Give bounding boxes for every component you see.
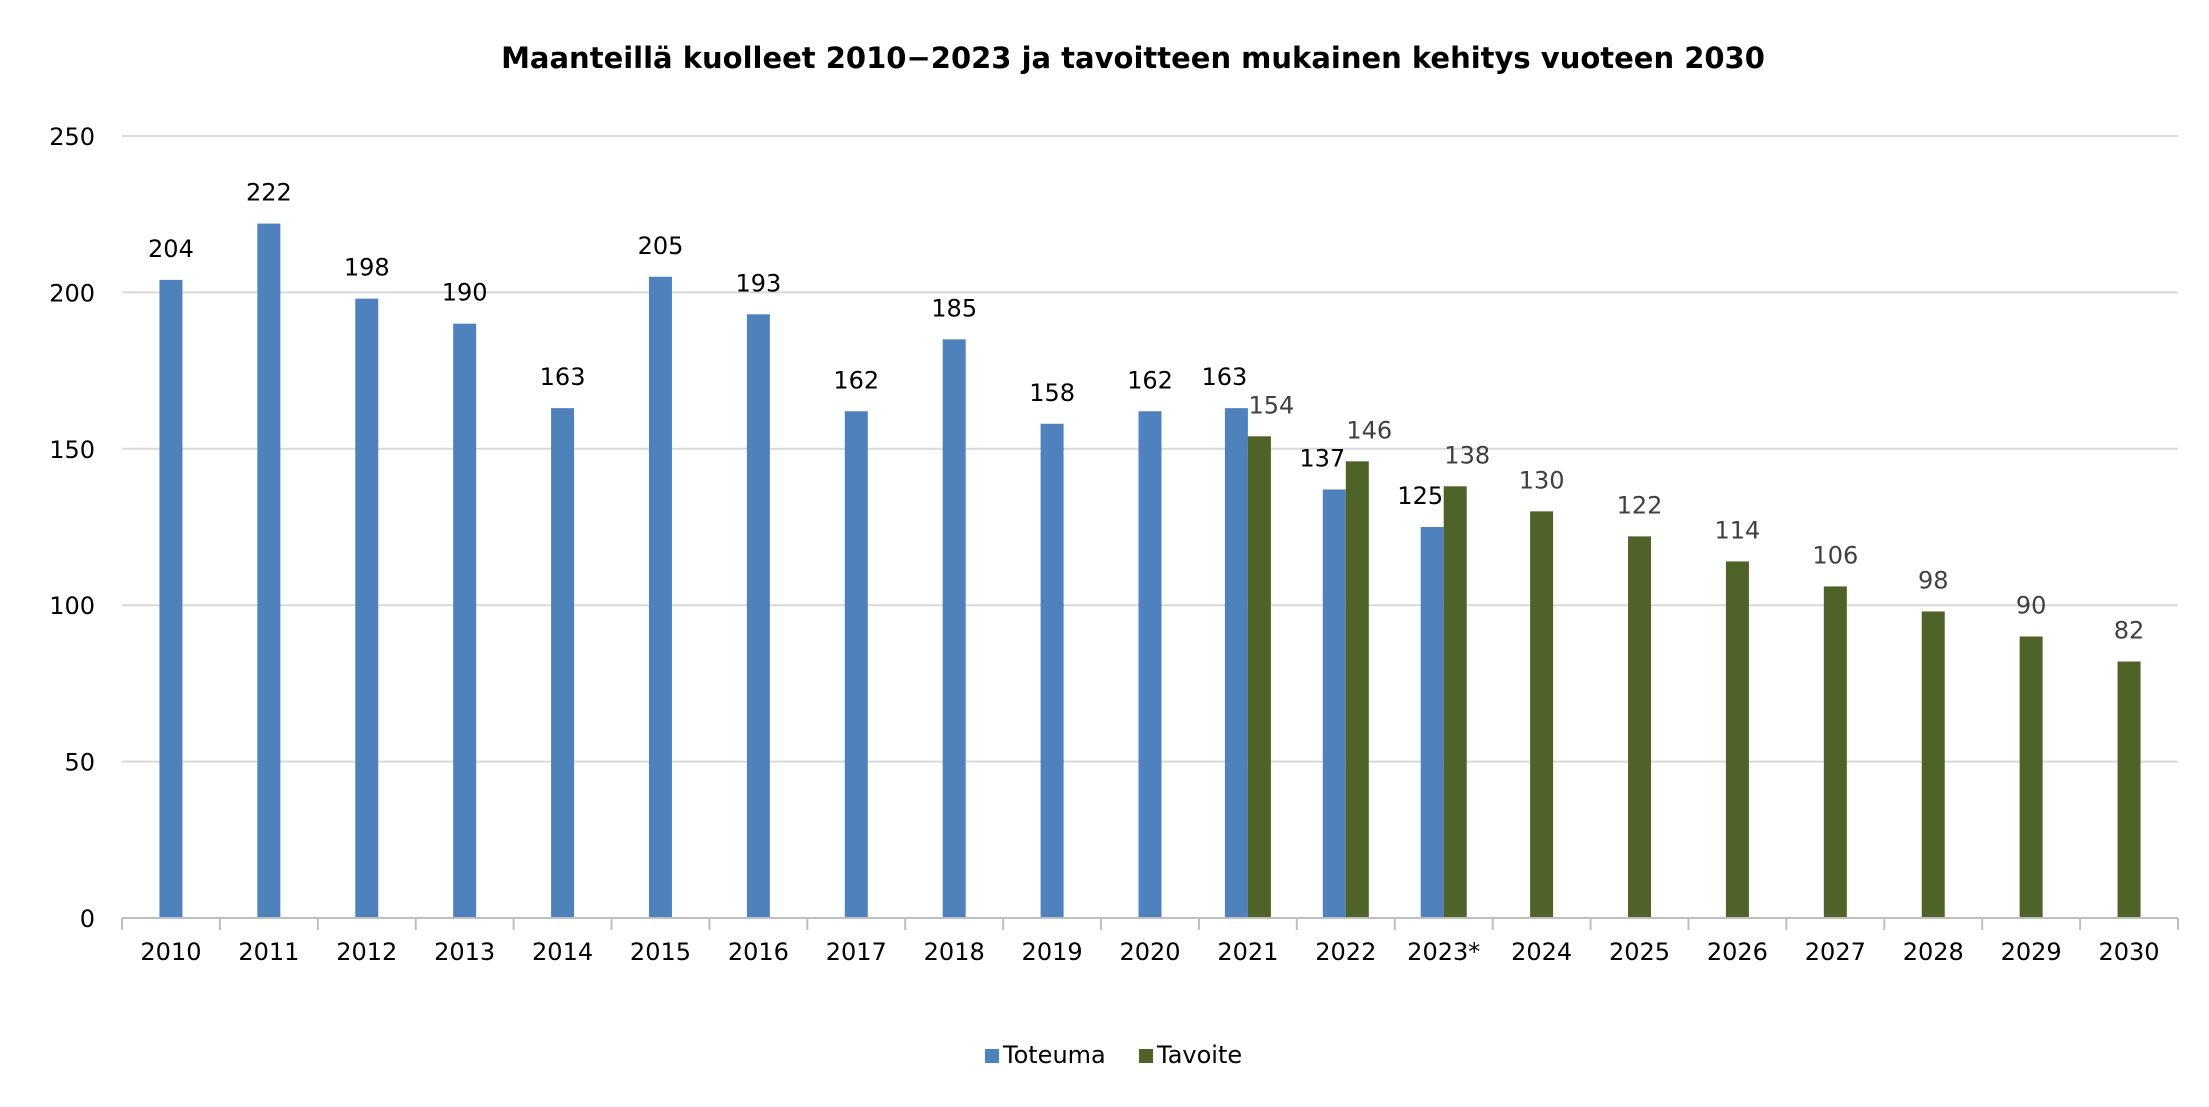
bar-toteuma <box>746 314 770 918</box>
x-tick-label: 2016 <box>728 938 789 966</box>
data-label-toteuma: 222 <box>246 179 292 207</box>
y-tick-label: 100 <box>49 592 95 620</box>
bar-toteuma <box>1224 408 1248 918</box>
data-label-tavoite: 98 <box>1918 566 1949 594</box>
bar-tavoite <box>1725 561 1749 918</box>
y-tick-label: 200 <box>49 279 95 307</box>
data-label-tavoite: 122 <box>1617 491 1663 519</box>
data-label-tavoite: 146 <box>1346 416 1392 444</box>
x-tick-label: 2028 <box>1903 938 1964 966</box>
x-tick-label: 2021 <box>1217 938 1278 966</box>
x-tick-label: 2029 <box>2001 938 2062 966</box>
bar-tavoite <box>1345 461 1369 918</box>
x-tick-label: 2026 <box>1707 938 1768 966</box>
x-tick-label: 2022 <box>1315 938 1376 966</box>
y-tick-label: 0 <box>80 905 95 933</box>
x-tick-label: 2013 <box>434 938 495 966</box>
bar-tavoite <box>1628 536 1652 918</box>
data-label-toteuma: 163 <box>1201 363 1247 391</box>
bar-toteuma <box>942 339 966 918</box>
bar-toteuma <box>1322 489 1346 918</box>
bar-toteuma <box>844 411 868 918</box>
bar-toteuma <box>453 323 477 918</box>
bar-toteuma <box>648 276 672 918</box>
bar-toteuma <box>1138 411 1162 918</box>
bar-tavoite <box>1247 436 1271 918</box>
x-tick-label: 2024 <box>1511 938 1572 966</box>
bar-toteuma <box>257 223 281 919</box>
y-tick-label: 250 <box>49 123 95 151</box>
data-label-toteuma: 198 <box>344 254 390 282</box>
x-tick-label: 2015 <box>630 938 691 966</box>
chart-title: Maanteillä kuolleet 2010−2023 ja tavoitt… <box>501 41 1765 75</box>
bars <box>159 223 2141 919</box>
x-tick-label: 2018 <box>924 938 985 966</box>
data-label-toteuma: 193 <box>735 269 781 297</box>
data-label-tavoite: 154 <box>1248 391 1294 419</box>
bar-tavoite <box>1823 586 1847 918</box>
x-tick-label: 2017 <box>826 938 887 966</box>
data-label-toteuma: 162 <box>833 366 879 394</box>
x-tick-label: 2030 <box>2099 938 2160 966</box>
legend-label: Toteuma <box>1002 1041 1106 1069</box>
x-tick-label: 2023* <box>1407 938 1480 966</box>
x-tick-label: 2012 <box>336 938 397 966</box>
bar-toteuma <box>1420 527 1444 918</box>
data-label-tavoite: 82 <box>2114 617 2145 645</box>
legend-swatch <box>1139 1049 1153 1063</box>
x-tick-label: 2020 <box>1119 938 1180 966</box>
data-label-toteuma: 125 <box>1397 482 1443 510</box>
x-tick-label: 2010 <box>140 938 201 966</box>
bar-tavoite <box>2019 636 2043 918</box>
data-label-toteuma: 162 <box>1127 366 1173 394</box>
data-label-toteuma: 158 <box>1029 379 1075 407</box>
data-label-toteuma: 137 <box>1299 444 1345 472</box>
data-label-tavoite: 90 <box>2016 591 2047 619</box>
data-label-tavoite: 130 <box>1519 466 1565 494</box>
x-tick-label: 2025 <box>1609 938 1670 966</box>
data-label-tavoite: 106 <box>1812 541 1858 569</box>
x-tick-label: 2014 <box>532 938 593 966</box>
y-tick-label: 150 <box>49 436 95 464</box>
legend: Toteuma Tavoite <box>985 1041 1242 1069</box>
data-label-toteuma: 204 <box>148 235 194 263</box>
legend-label: Tavoite <box>1156 1041 1242 1069</box>
data-label-toteuma: 163 <box>540 363 586 391</box>
legend-swatch <box>985 1049 999 1063</box>
x-axis: 2010 2011 2012 2013 2014 2015 2016 2017 2018 2019… <box>121 917 2179 966</box>
y-axis-ticks: 0 50 100 150 200 250 <box>49 123 95 933</box>
bar-toteuma <box>355 298 379 918</box>
bar-toteuma <box>1040 423 1064 918</box>
bar-tavoite <box>1921 611 1945 918</box>
bar-toteuma <box>551 408 575 918</box>
bar-tavoite <box>1443 486 1467 918</box>
y-tick-label: 50 <box>64 749 95 777</box>
bar-tavoite <box>1530 511 1554 918</box>
data-label-toteuma: 190 <box>442 279 488 307</box>
x-tick-label: 2011 <box>238 938 299 966</box>
bar-toteuma <box>159 279 183 918</box>
data-label-tavoite: 114 <box>1715 516 1761 544</box>
x-tick-label: 2027 <box>1805 938 1866 966</box>
data-label-tavoite: 138 <box>1444 441 1490 469</box>
bar-tavoite <box>2117 661 2141 918</box>
data-label-toteuma: 205 <box>638 232 684 260</box>
data-label-toteuma: 185 <box>931 294 977 322</box>
x-tick-label: 2019 <box>1022 938 1083 966</box>
